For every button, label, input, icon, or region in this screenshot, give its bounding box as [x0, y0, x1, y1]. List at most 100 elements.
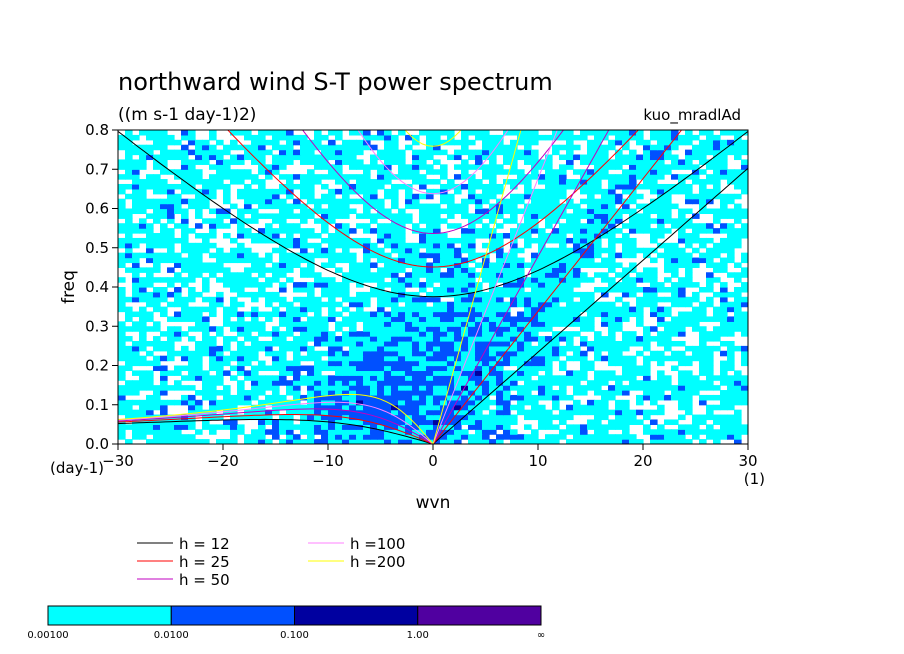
heatmap-cell — [195, 242, 203, 249]
heatmap-cell — [629, 439, 637, 444]
heatmap-cell — [734, 228, 742, 234]
heatmap-cell — [307, 257, 315, 264]
heatmap-cell — [447, 291, 455, 298]
heatmap-cell — [580, 439, 588, 444]
heatmap-cell — [629, 370, 637, 376]
heatmap-cell — [573, 350, 581, 357]
y-tick-label: 0.2 — [85, 357, 109, 375]
heatmap-cell — [307, 390, 315, 396]
heatmap-cell — [167, 139, 175, 146]
heatmap-cell — [132, 340, 140, 347]
heatmap-cell — [503, 208, 511, 215]
heatmap-cell — [356, 237, 364, 244]
heatmap-cell — [314, 321, 322, 327]
heatmap-cell — [573, 242, 581, 249]
heatmap-cell — [146, 424, 154, 430]
heatmap-cell — [363, 272, 371, 278]
heatmap-cell — [517, 385, 525, 391]
heatmap-cell — [517, 130, 525, 136]
heatmap-cell — [349, 326, 357, 332]
y-tick-label: 0.0 — [85, 435, 109, 453]
heatmap-cell — [363, 144, 371, 151]
heatmap-cell — [643, 144, 651, 151]
heatmap-cell — [678, 399, 686, 406]
heatmap-cell — [139, 237, 147, 244]
heatmap-cell — [440, 399, 448, 406]
heatmap-cell — [195, 154, 203, 161]
heatmap-cell — [545, 301, 553, 308]
heatmap-cell — [160, 198, 168, 205]
heatmap-cell — [307, 336, 315, 342]
heatmap-cell — [398, 404, 406, 411]
heatmap-cell — [251, 174, 259, 180]
heatmap-cell — [356, 306, 364, 313]
heatmap-cell — [657, 439, 665, 444]
heatmap-cell — [685, 218, 693, 224]
heatmap-cell — [188, 434, 196, 440]
heatmap-cell — [349, 144, 357, 151]
heatmap-cell — [671, 218, 679, 224]
heatmap-cell — [370, 321, 378, 327]
heatmap-cell — [426, 419, 434, 425]
heatmap-cell — [720, 247, 728, 254]
heatmap-cell — [503, 282, 511, 288]
heatmap-cell — [559, 237, 567, 244]
heatmap-cell — [734, 296, 742, 303]
heatmap-cell — [370, 390, 378, 396]
heatmap-cell — [629, 252, 637, 259]
heatmap-cell — [405, 385, 413, 391]
heatmap-cell — [524, 306, 532, 313]
heatmap-cell — [230, 414, 238, 421]
heatmap-cell — [307, 159, 315, 165]
heatmap-cell — [370, 179, 378, 185]
heatmap-cell — [146, 149, 154, 156]
heatmap-cell — [461, 345, 469, 352]
heatmap-cell — [300, 203, 308, 210]
heatmap-cell — [601, 257, 609, 264]
heatmap-cell — [559, 380, 567, 386]
heatmap-cell — [636, 183, 644, 190]
heatmap-cell — [531, 399, 539, 406]
heatmap-cell — [608, 340, 616, 347]
heatmap-cell — [328, 296, 336, 303]
heatmap-cell — [727, 380, 735, 386]
heatmap-cell — [146, 247, 154, 254]
heatmap-cell — [643, 159, 651, 165]
heatmap-cell — [615, 326, 623, 332]
heatmap-cell — [363, 311, 371, 318]
heatmap-cell — [629, 375, 637, 381]
heatmap-cell — [510, 282, 518, 288]
heatmap-cell — [615, 287, 623, 293]
heatmap-cell — [405, 203, 413, 210]
heatmap-cell — [237, 424, 245, 430]
heatmap-cell — [475, 350, 483, 357]
heatmap-cell — [685, 272, 693, 278]
heatmap-cell — [335, 419, 343, 425]
heatmap-cell — [664, 198, 672, 205]
heatmap-cell — [195, 193, 203, 200]
heatmap-cell — [132, 296, 140, 303]
heatmap-cell — [335, 311, 343, 318]
heatmap-cell — [461, 370, 469, 376]
heatmap-cell — [335, 223, 343, 229]
heatmap-cell — [643, 365, 651, 372]
heatmap-cell — [125, 247, 133, 254]
heatmap-cell — [328, 174, 336, 180]
heatmap-cell — [643, 213, 651, 219]
heatmap-cell — [468, 174, 476, 180]
heatmap-cell — [181, 233, 189, 239]
heatmap-cell — [482, 169, 490, 175]
heatmap-cell — [531, 350, 539, 357]
heatmap-cell — [608, 188, 616, 195]
heatmap-cell — [650, 419, 658, 425]
heatmap-cell — [139, 198, 147, 205]
heatmap-cell — [321, 237, 329, 244]
heatmap-cell — [398, 434, 406, 440]
heatmap-cell — [559, 365, 567, 372]
heatmap-cell — [489, 247, 497, 254]
heatmap-cell — [720, 331, 728, 337]
heatmap-cell — [405, 247, 413, 254]
heatmap-cell — [594, 306, 602, 313]
heatmap-cell — [475, 360, 483, 367]
heatmap-cell — [517, 345, 525, 352]
